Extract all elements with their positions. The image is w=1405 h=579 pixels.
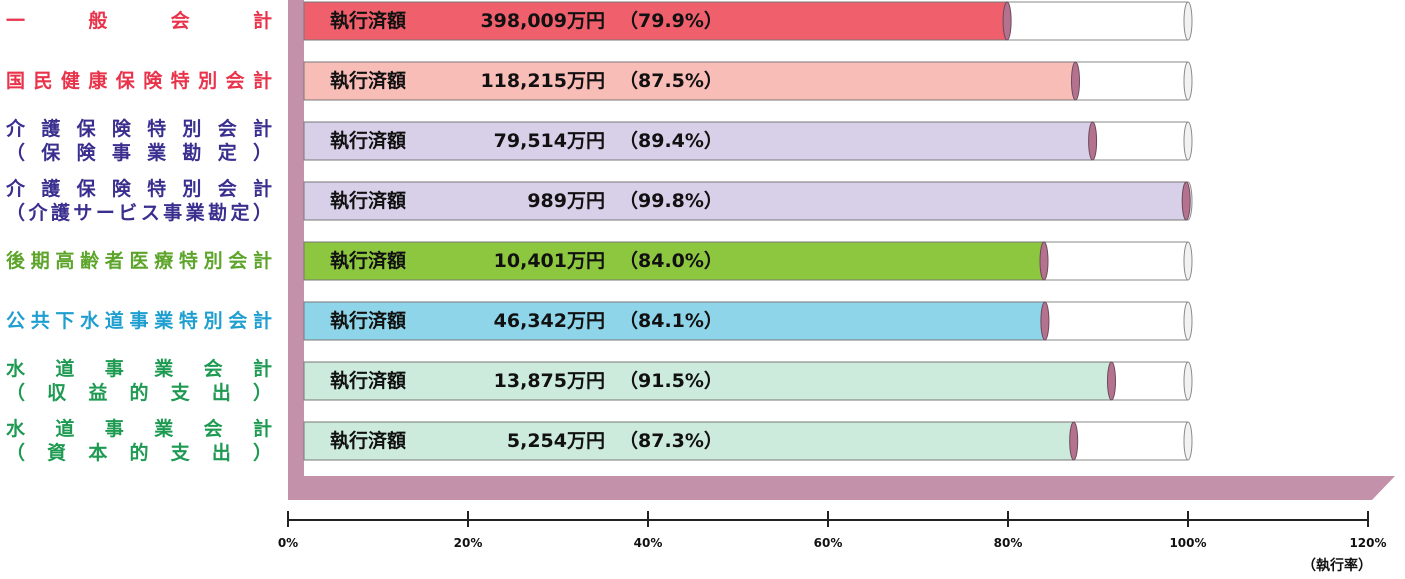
- bar-track-cap: [1184, 302, 1192, 340]
- category-label: 介護保険特別会計 （保険事業勘定）: [6, 117, 272, 165]
- category-label: 水 道 事 業 会 計（ 収 益 的 支 出 ）: [6, 357, 272, 405]
- bar-fill-cap: [1182, 182, 1190, 220]
- execution-rate: （89.4%）: [619, 122, 723, 160]
- category-label: 介護保険特別会計 （介護サービス事業勘定）: [6, 177, 272, 225]
- bar-fill-cap: [1041, 302, 1049, 340]
- category-label-line: 公共下水道事業特別会計: [6, 309, 272, 333]
- chart-back-wall: [288, 0, 304, 500]
- execution-rate: （99.8%）: [619, 182, 723, 220]
- bar-fill-cap: [1072, 62, 1080, 100]
- executed-amount: 13,875万円: [430, 362, 605, 400]
- bar-track-cap: [1184, 2, 1192, 40]
- x-axis-unit: （執行率）: [1292, 555, 1382, 575]
- bar-track-cap: [1184, 362, 1192, 400]
- bar-data-label: 執行済額 989万円 （99.8%）: [330, 182, 723, 220]
- bar-data-label: 執行済額 10,401万円 （84.0%）: [330, 242, 723, 280]
- x-axis-tick-label: 20%: [438, 536, 498, 550]
- bar-fill-cap: [1089, 122, 1097, 160]
- execution-rate: （87.3%）: [619, 422, 723, 460]
- executed-amount-label: 執行済額: [330, 422, 430, 460]
- category-label-line: （保険事業勘定）: [6, 141, 272, 165]
- bar-track-cap: [1184, 62, 1192, 100]
- x-axis-tick-label: 60%: [798, 536, 858, 550]
- category-label-line: 水 道 事 業 会 計: [6, 357, 272, 381]
- executed-amount-label: 執行済額: [330, 62, 430, 100]
- execution-rate: （84.1%）: [619, 302, 723, 340]
- bar-track-cap: [1184, 242, 1192, 280]
- executed-amount: 79,514万円: [430, 122, 605, 160]
- chart-floor: [288, 476, 1395, 500]
- category-label: 一 般 会 計: [6, 9, 272, 33]
- executed-amount-label: 執行済額: [330, 302, 430, 340]
- category-label-line: 一 般 会 計: [6, 9, 272, 33]
- x-axis-tick-label: 80%: [978, 536, 1038, 550]
- executed-amount-label: 執行済額: [330, 242, 430, 280]
- bar-data-label: 執行済額 79,514万円 （89.4%）: [330, 122, 723, 160]
- bar-data-label: 執行済額 46,342万円 （84.1%）: [330, 302, 723, 340]
- bar-data-label: 執行済額 5,254万円 （87.3%）: [330, 422, 723, 460]
- bar-data-label: 執行済額 13,875万円 （91.5%）: [330, 362, 723, 400]
- execution-rate: （87.5%）: [619, 62, 723, 100]
- bar-fill-cap: [1040, 242, 1048, 280]
- category-label-line: 介護保険特別会計: [6, 117, 272, 141]
- execution-rate: （84.0%）: [619, 242, 723, 280]
- category-label-line: 水 道 事 業 会 計: [6, 417, 272, 441]
- execution-rate: （79.9%）: [619, 2, 723, 40]
- bar-fill-cap: [1003, 2, 1011, 40]
- executed-amount: 10,401万円: [430, 242, 605, 280]
- category-label-line: （ 収 益 的 支 出 ）: [6, 381, 272, 405]
- category-label: 水 道 事 業 会 計（ 資 本 的 支 出 ）: [6, 417, 272, 465]
- category-label-line: 介護保険特別会計: [6, 177, 272, 201]
- x-axis-tick-label: 40%: [618, 536, 678, 550]
- category-label: 公共下水道事業特別会計: [6, 309, 272, 333]
- category-label: 後期高齢者医療特別会計: [6, 249, 272, 273]
- category-label-line: （ 資 本 的 支 出 ）: [6, 441, 272, 465]
- executed-amount: 398,009万円: [430, 2, 605, 40]
- execution-rate: （91.5%）: [619, 362, 723, 400]
- executed-amount: 118,215万円: [430, 62, 605, 100]
- executed-amount-label: 執行済額: [330, 2, 430, 40]
- executed-amount: 989万円: [430, 182, 605, 220]
- executed-amount-label: 執行済額: [330, 362, 430, 400]
- category-label-line: （介護サービス事業勘定）: [6, 201, 272, 225]
- x-axis-tick-label: 100%: [1158, 536, 1218, 550]
- bar-fill-cap: [1070, 422, 1078, 460]
- category-label-line: 国民健康保険特別会計: [6, 69, 272, 93]
- x-axis-tick-label: 0%: [258, 536, 318, 550]
- executed-amount: 46,342万円: [430, 302, 605, 340]
- x-axis-tick-label: 120%: [1338, 536, 1398, 550]
- bar-track-cap: [1184, 122, 1192, 160]
- bar-track-cap: [1184, 422, 1192, 460]
- executed-amount: 5,254万円: [430, 422, 605, 460]
- bar-data-label: 執行済額 398,009万円 （79.9%）: [330, 2, 723, 40]
- bar-fill-cap: [1108, 362, 1116, 400]
- executed-amount-label: 執行済額: [330, 182, 430, 220]
- executed-amount-label: 執行済額: [330, 122, 430, 160]
- category-label-line: 後期高齢者医療特別会計: [6, 249, 272, 273]
- bar-data-label: 執行済額 118,215万円 （87.5%）: [330, 62, 723, 100]
- category-label: 国民健康保険特別会計: [6, 69, 272, 93]
